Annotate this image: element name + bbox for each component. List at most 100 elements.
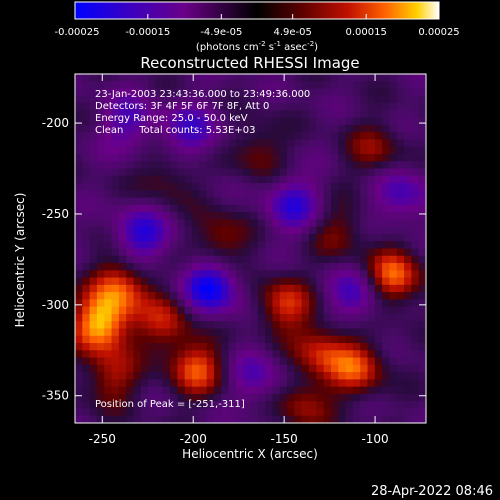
heatmap-cell [126,241,135,250]
heatmap-cell [111,393,120,402]
heatmap-cell [75,103,83,111]
heatmap-cell [330,233,339,242]
heatmap-cell [96,408,105,417]
heatmap-cell [404,190,412,199]
heatmap-cell [104,146,113,155]
heatmap-cell [265,88,274,97]
heatmap-cell [389,117,398,126]
heatmap-cell [235,277,244,286]
heatmap-cell [287,255,295,264]
heatmap-cell [404,95,412,104]
heatmap-cell [89,277,98,286]
heatmap-cell [199,350,208,359]
heatmap-cell [330,95,339,104]
heatmap-cell [148,117,157,126]
heatmap-cell [148,270,157,279]
heatmap-cell [374,372,383,380]
heatmap-cell [330,124,339,133]
heatmap-cell [75,233,83,242]
heatmap-cell [104,321,113,330]
heatmap-cell [75,270,83,279]
heatmap-cell [206,313,215,322]
heatmap-cell [309,401,317,410]
heatmap-cell [228,284,237,293]
heatmap-cell [411,117,420,126]
heatmap-cell [287,110,295,119]
heatmap-cell [133,168,142,177]
heatmap-cell [221,168,230,177]
heatmap-cell [367,241,376,250]
heatmap-cell [162,328,171,337]
heatmap-cell [352,350,361,359]
heatmap-cell [367,175,376,184]
heatmap-cell [301,248,310,257]
heatmap-cell [382,313,391,322]
heatmap-cell [374,161,383,170]
heatmap-cell [250,401,259,410]
heatmap-cell [404,248,412,257]
heatmap-cell [323,408,332,417]
heatmap-cell [287,263,295,271]
heatmap-cell [309,386,317,395]
heatmap-cell [213,343,222,351]
heatmap-cell [243,132,252,141]
heatmap-cell [309,190,317,199]
heatmap-cell [411,81,420,90]
heatmap-cell [243,124,252,133]
heatmap-cell [345,393,354,402]
heatmap-cell [192,277,200,286]
heatmap-cell [330,357,339,366]
heatmap-cell [221,212,230,221]
heatmap-cell [213,226,222,235]
heatmap-cell [104,343,113,351]
heatmap-cell [162,183,171,191]
heatmap-cell [265,95,274,104]
heatmap-cell [418,415,426,423]
heatmap-cell [404,153,412,162]
heatmap-cell [389,393,398,402]
heatmap-cell [82,408,91,417]
heatmap-cell [279,212,288,221]
heatmap-cell [82,146,91,155]
heatmap-cell [206,386,215,395]
heatmap-cell [323,255,332,264]
heatmap-cell [148,379,157,388]
heatmap-cell [418,88,426,97]
heatmap-cell [330,248,339,257]
heatmap-cell [382,386,391,395]
heatmap-cell [352,175,361,184]
heatmap-cell [411,197,420,206]
heatmap-cell [338,255,347,264]
heatmap-cell [148,306,157,315]
heatmap-cell [396,335,405,344]
heatmap-cell [272,197,281,206]
heatmap-cell [126,81,135,90]
heatmap-cell [155,335,164,344]
heatmap-cell [360,146,369,155]
heatmap-cell [206,343,215,351]
heatmap-cell [155,284,164,293]
heatmap-cell [118,284,127,293]
heatmap-cell [389,183,398,191]
heatmap-cell [404,204,412,213]
heatmap-cell [213,103,222,111]
heatmap-cell [213,219,222,228]
heatmap-cell [309,284,317,293]
heatmap-cell [272,372,281,380]
heatmap-cell [396,255,405,264]
heatmap-cell [396,233,405,242]
heatmap-cell [411,241,420,250]
heatmap-cell [111,74,120,82]
heatmap-cell [148,255,157,264]
heatmap-cell [396,190,405,199]
heatmap-cell [345,168,354,177]
heatmap-cell [382,343,391,351]
heatmap-cell [177,393,186,402]
heatmap-cell [221,313,230,322]
heatmap-cell [382,408,391,417]
heatmap-cell [228,277,237,286]
heatmap-cell [170,386,178,395]
heatmap-cell [162,197,171,206]
heatmap-cell [250,124,259,133]
heatmap-cell [228,117,237,126]
